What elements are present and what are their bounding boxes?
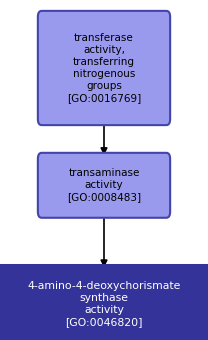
Text: 4-amino-4-deoxychorismate
synthase
activity
[GO:0046820]: 4-amino-4-deoxychorismate synthase activ… [27,281,181,327]
FancyBboxPatch shape [38,11,170,125]
Text: transaminase
activity
[GO:0008483]: transaminase activity [GO:0008483] [67,168,141,202]
FancyBboxPatch shape [38,153,170,218]
FancyBboxPatch shape [0,265,208,340]
Text: transferase
activity,
transferring
nitrogenous
groups
[GO:0016769]: transferase activity, transferring nitro… [67,33,141,103]
